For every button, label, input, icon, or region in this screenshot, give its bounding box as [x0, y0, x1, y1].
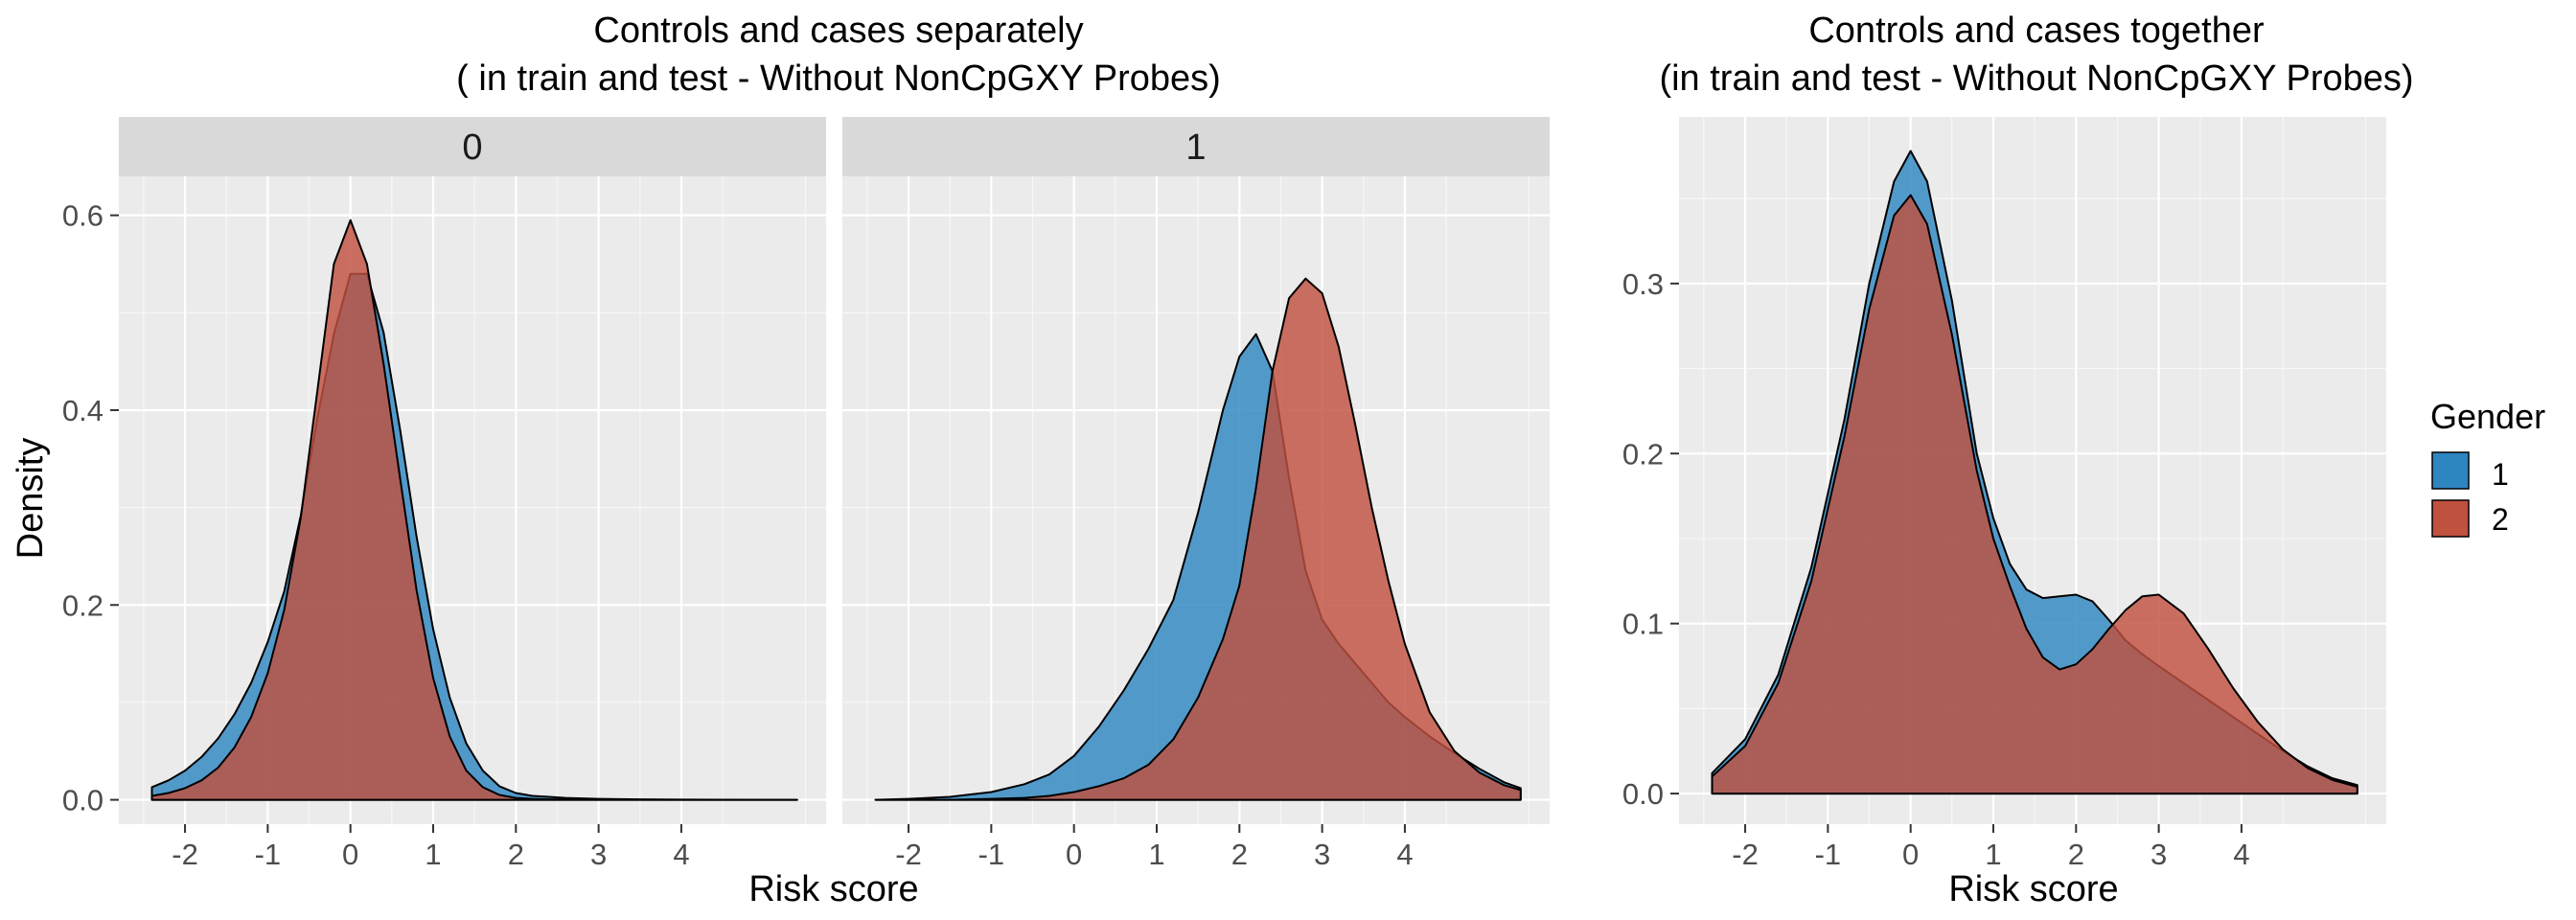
combined-y-tick-label: 0.3 [1622, 267, 1664, 301]
left-title-line-1: Controls and cases separately [593, 11, 1083, 51]
combined-x-tick-label: 2 [2068, 838, 2084, 871]
facet-1-x-tick-label: 4 [1396, 838, 1413, 871]
legend-label-2: 2 [2492, 502, 2509, 537]
left-title-line-2: ( in train and test - Without NonCpGXY P… [456, 58, 1221, 99]
facet-1-x-tick-label: -1 [978, 838, 1005, 871]
facet-0-x-tick-label: 4 [673, 838, 689, 871]
left-x-axis-label: Risk score [748, 869, 918, 909]
right-x-axis-label: Risk score [1948, 869, 2118, 909]
facet-0-y-tick-label: 0.4 [62, 394, 104, 427]
combined-x-tick-label: -1 [1815, 838, 1842, 871]
right-title-line-1: Controls and cases together [1808, 11, 2265, 51]
right-title-line-2: (in train and test - Without NonCpGXY Pr… [1659, 58, 2413, 99]
facet-strip-0 [119, 117, 826, 176]
facet-strip-label-0: 0 [462, 127, 482, 168]
facet-0-x-tick-label: -2 [172, 838, 198, 871]
facet-1-x-tick-label: -2 [895, 838, 922, 871]
facet-1-x-tick-label: 0 [1066, 838, 1082, 871]
facet-0-x-tick-label: 2 [508, 838, 524, 871]
facet-0-x-tick-label: 3 [590, 838, 607, 871]
combined-x-tick-label: 4 [2233, 838, 2249, 871]
legend-title: Gender [2430, 397, 2545, 436]
facet-1-x-tick-label: 2 [1231, 838, 1248, 871]
combined-y-tick-label: 0.0 [1622, 777, 1664, 811]
combined-panel: -2 -1 0 1 2 3 4 0.0 0.1 0.2 0.3 [1622, 117, 2386, 871]
facet-1-x-tick-label: 1 [1148, 838, 1164, 871]
facet-0-y-tick-label: 0.0 [62, 784, 104, 817]
facet-0-x-tick-label: -1 [255, 838, 282, 871]
left-y-axis-label: Density [11, 438, 51, 560]
legend: Gender 1 2 [2430, 397, 2545, 538]
legend-key-2 [2431, 499, 2470, 538]
combined-x-tick-label: 0 [1902, 838, 1919, 871]
facet-0-x-tick-label: 1 [425, 838, 441, 871]
combined-y-tick-label: 0.1 [1622, 608, 1664, 641]
facet-0-x-tick-label: 0 [342, 838, 358, 871]
combined-x-tick-label: 1 [1985, 838, 2001, 871]
combined-density-area-gender-2 [1711, 194, 2358, 795]
facet-1-x-tick-label: 3 [1314, 838, 1330, 871]
facet-1-density-area-gender-2 [874, 277, 1522, 801]
legend-key-1 [2431, 451, 2470, 490]
legend-label-1: 1 [2492, 457, 2509, 492]
combined-y-tick-label: 0.2 [1622, 437, 1664, 471]
facet-panel-0: -2 -1 0 1 2 3 4 0.0 0.2 0.4 0.6 [62, 176, 826, 871]
combined-x-tick-label: -2 [1732, 838, 1759, 871]
combined-x-tick-label: 3 [2150, 838, 2167, 871]
facet-0-y-tick-label: 0.2 [62, 588, 104, 622]
facet-strip-1 [842, 117, 1550, 176]
facet-0-density-area-gender-2 [150, 218, 798, 801]
facet-0-y-tick-label: 0.6 [62, 199, 104, 233]
facet-panel-1: -2 -1 0 1 2 3 4 [842, 176, 1550, 871]
facet-strip-label-1: 1 [1185, 127, 1206, 168]
